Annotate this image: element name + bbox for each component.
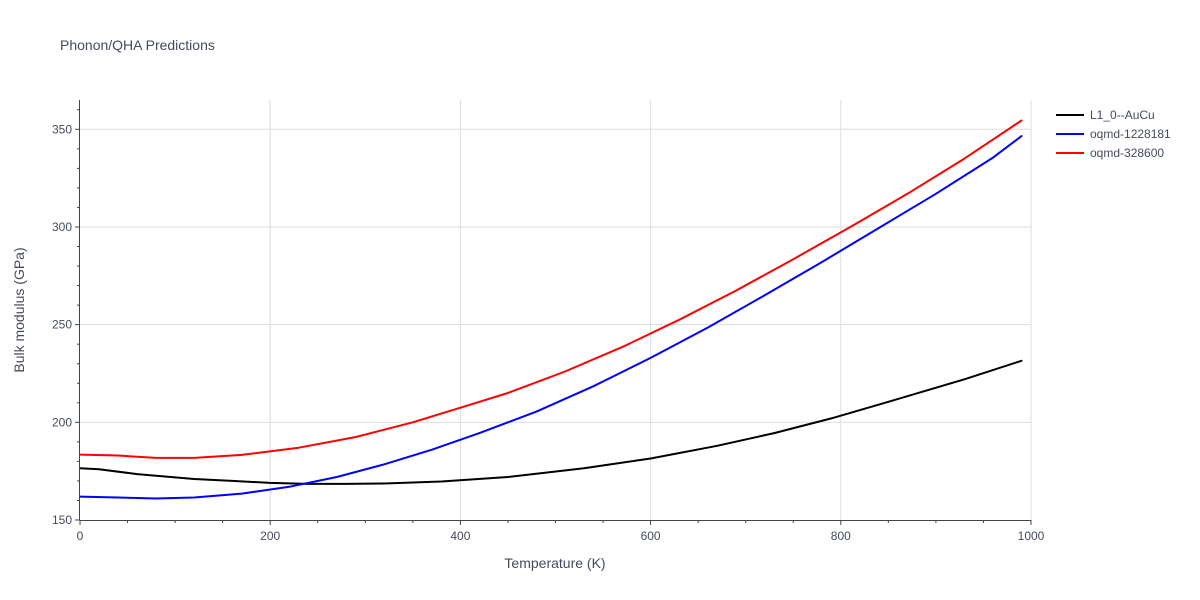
x-tick-label: 1000	[1018, 529, 1045, 543]
legend-label: oqmd-328600	[1090, 146, 1164, 160]
y-tick-label: 150	[52, 513, 72, 527]
legend-item-0[interactable]: L1_0--AuCu	[1056, 108, 1155, 122]
legend-item-1[interactable]: oqmd-1228181	[1056, 127, 1171, 141]
series-line-0	[80, 359, 1023, 485]
x-tick-label: 800	[831, 529, 851, 543]
y-tick-label: 200	[52, 415, 72, 429]
x-axis-title: Temperature (K)	[504, 555, 605, 571]
x-tick-label: 200	[260, 529, 280, 543]
x-tick-label: 0	[77, 529, 84, 543]
grid	[80, 100, 1032, 520]
y-tick-label: 250	[52, 318, 72, 332]
y-tick-label: 350	[52, 122, 72, 136]
axes: 0 200 400 600 800 1000 150 200 250 300 350	[52, 100, 1045, 543]
legend-item-2[interactable]: oqmd-328600	[1056, 146, 1164, 160]
legend-label: L1_0--AuCu	[1090, 108, 1155, 122]
x-tick-label: 600	[641, 529, 661, 543]
y-axis-title: Bulk modulus (GPa)	[11, 247, 27, 372]
series-lines	[80, 119, 1023, 500]
legend-label: oqmd-1228181	[1090, 127, 1171, 141]
y-tick-label: 300	[52, 220, 72, 234]
chart-title: Phonon/QHA Predictions	[60, 37, 215, 53]
series-line-1	[80, 135, 1023, 500]
x-tick-label: 400	[450, 529, 470, 543]
series-line-2	[80, 119, 1023, 459]
legend[interactable]: L1_0--AuCu oqmd-1228181 oqmd-328600	[1056, 108, 1171, 160]
